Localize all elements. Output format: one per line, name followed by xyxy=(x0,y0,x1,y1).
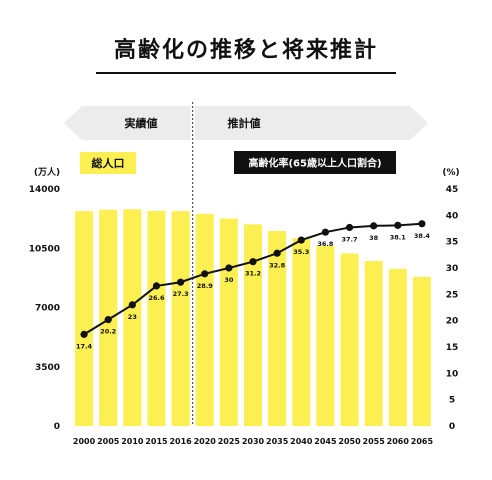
line-point-label: 31.2 xyxy=(245,270,261,278)
line-point-label: 32.8 xyxy=(269,261,286,269)
x-tick-label: 2040 xyxy=(290,437,313,446)
period-arrow-actual xyxy=(64,106,191,140)
period-label-projected: 推計値 xyxy=(228,116,261,130)
bar xyxy=(268,230,287,426)
bar xyxy=(123,209,142,426)
line-point xyxy=(128,301,136,309)
x-tick-label: 2016 xyxy=(169,437,192,446)
line-point xyxy=(152,282,161,290)
line-point-label: 38.4 xyxy=(414,232,431,240)
left-tick-label: 0 xyxy=(54,422,60,432)
line-point xyxy=(273,249,281,257)
bar xyxy=(412,276,431,426)
right-tick-label: 5 xyxy=(449,396,455,406)
x-tick-label: 2015 xyxy=(145,437,168,446)
x-tick-label: 2005 xyxy=(97,437,120,446)
legend-label-line: 高齢化率(65歳以上人口割合) xyxy=(248,157,381,170)
period-arrow-projected xyxy=(194,106,428,140)
line-point xyxy=(345,223,354,232)
right-tick-label: 20 xyxy=(446,317,459,327)
line-point xyxy=(80,330,88,338)
right-tick-label: 45 xyxy=(446,185,459,195)
bar xyxy=(316,245,335,426)
line-point-label: 28.9 xyxy=(197,282,214,290)
chart-title: 高齢化の推移と将来推計 xyxy=(113,38,378,63)
left-tick-label: 10500 xyxy=(29,244,60,254)
legend-label-bar: 総人口 xyxy=(92,156,125,170)
bar-series xyxy=(75,209,431,426)
line-point-label: 20.2 xyxy=(100,328,116,336)
line-point-label: 38.1 xyxy=(390,233,407,241)
right-tick-label: 25 xyxy=(446,290,459,300)
x-tick-label: 2000 xyxy=(73,437,96,446)
right-tick-label: 35 xyxy=(446,238,459,248)
title-underline xyxy=(96,72,396,74)
left-tick-label: 7000 xyxy=(35,304,60,314)
bar xyxy=(340,253,359,426)
right-tick-label: 30 xyxy=(446,264,459,274)
bar xyxy=(292,238,311,426)
line-point xyxy=(225,264,233,272)
right-tick-label: 10 xyxy=(446,369,459,379)
legend-box-bar xyxy=(80,152,136,174)
line-point-label: 36.8 xyxy=(317,240,334,248)
bar xyxy=(388,268,407,426)
line-point xyxy=(321,228,329,236)
line-point xyxy=(104,316,112,324)
right-tick-label: 0 xyxy=(449,422,455,432)
axis-units: (万人) (%) xyxy=(34,166,460,178)
x-tick-label: 2020 xyxy=(194,437,217,446)
line-point xyxy=(394,221,402,229)
x-tick-label: 2050 xyxy=(338,437,361,446)
right-tick-label: 40 xyxy=(446,211,459,221)
x-tick-label: 2030 xyxy=(242,437,265,446)
line-point-labels: 17.4 20.2 23 26.6 27.3 28.9 30 31.2 32.8 35.3 36.8… xyxy=(76,232,430,351)
line-point-label: 37.7 xyxy=(342,235,358,243)
x-tick-label: 2065 xyxy=(411,437,434,446)
left-tick-label: 3500 xyxy=(35,363,60,373)
right-tick-label: 15 xyxy=(446,343,459,353)
bar xyxy=(244,224,262,426)
left-tick-label: 14000 xyxy=(29,185,60,195)
right-axis-unit: (%) xyxy=(442,168,459,178)
bar xyxy=(171,211,190,426)
line-point-label: 23 xyxy=(128,313,137,321)
x-tick-label: 2060 xyxy=(387,437,410,446)
bar xyxy=(147,210,166,426)
line-point xyxy=(177,278,185,286)
line-point xyxy=(370,222,378,230)
x-axis-ticks: 2000 2005 2010 2015 2016 2020 2025 2030 2035 2040… xyxy=(73,437,434,446)
right-axis-ticks: 0 5 10 15 20 25 30 35 40 45 xyxy=(446,185,459,432)
line-point xyxy=(201,270,209,278)
line-point-label: 30 xyxy=(224,276,234,284)
line-point xyxy=(249,258,257,266)
line-point-label: 35.3 xyxy=(293,248,309,256)
legend-box-line xyxy=(234,151,396,174)
left-axis-unit: (万人) xyxy=(34,166,60,178)
bar xyxy=(364,261,383,426)
line-point-label: 27.3 xyxy=(173,290,189,298)
line-point-label: 38 xyxy=(369,234,379,242)
bar xyxy=(75,211,94,426)
line-point xyxy=(418,220,426,228)
x-tick-label: 2055 xyxy=(363,437,386,446)
period-arrows: 実績値 推計値 xyxy=(64,106,428,140)
line-point xyxy=(297,236,305,244)
left-axis-ticks: 0 3500 7000 10500 14000 xyxy=(29,185,60,432)
x-tick-label: 2010 xyxy=(121,437,144,446)
line-point-label: 17.4 xyxy=(76,342,93,350)
bar xyxy=(219,218,238,426)
x-tick-label: 2025 xyxy=(218,437,241,446)
line-point-label: 26.6 xyxy=(148,294,165,302)
x-tick-label: 2045 xyxy=(314,437,337,446)
x-tick-label: 2035 xyxy=(266,437,289,446)
period-label-actual: 実績値 xyxy=(125,116,158,130)
bar xyxy=(195,213,214,426)
line-points xyxy=(80,220,426,338)
legend-boxes: 総人口 高齢化率(65歳以上人口割合) xyxy=(80,151,396,174)
